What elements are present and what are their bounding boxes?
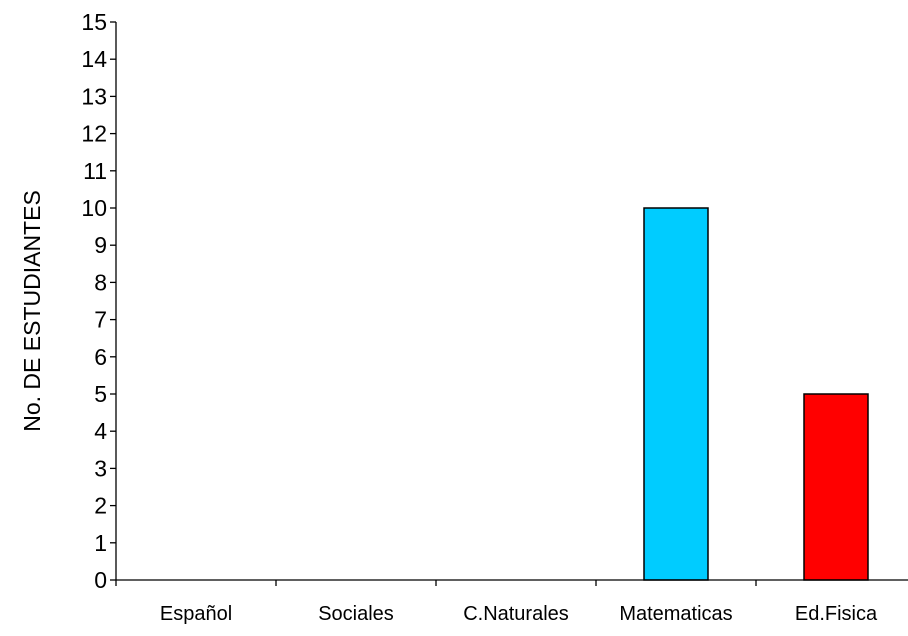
y-tick-label: 12 xyxy=(81,121,107,147)
y-tick-label: 9 xyxy=(94,232,107,258)
y-tick-label: 8 xyxy=(94,269,107,295)
x-tick-label: Ed.Fisica xyxy=(795,603,878,625)
y-tick-label: 14 xyxy=(81,46,107,72)
y-tick-label: 11 xyxy=(83,158,107,184)
y-tick-label: 3 xyxy=(94,455,107,481)
y-tick-label: 4 xyxy=(94,418,107,444)
bars-group xyxy=(643,207,869,581)
y-tick-label: 10 xyxy=(81,195,107,221)
y-tick-label: 1 xyxy=(94,530,107,556)
x-axis-ticks: Español Sociales C.Naturales Matematicas Ed.… xyxy=(115,580,878,625)
x-tick-label: Sociales xyxy=(318,603,394,625)
y-tick-label: 6 xyxy=(94,344,107,370)
x-tick-label: Matematicas xyxy=(619,603,732,625)
bar-matematicas xyxy=(643,207,709,581)
y-tick-label: 0 xyxy=(94,567,107,593)
y-tick-label: 15 xyxy=(81,9,107,35)
y-tick-label: 7 xyxy=(94,307,107,333)
x-tick-label: Español xyxy=(160,603,232,625)
y-tick-label: 2 xyxy=(94,493,107,519)
y-tick-label: 13 xyxy=(81,83,107,109)
y-tick-label: 5 xyxy=(94,381,107,407)
x-tick-label: C.Naturales xyxy=(463,603,569,625)
y-axis-label: No. DE ESTUDIANTES xyxy=(19,190,45,432)
bar-ed-fisica xyxy=(803,393,869,581)
